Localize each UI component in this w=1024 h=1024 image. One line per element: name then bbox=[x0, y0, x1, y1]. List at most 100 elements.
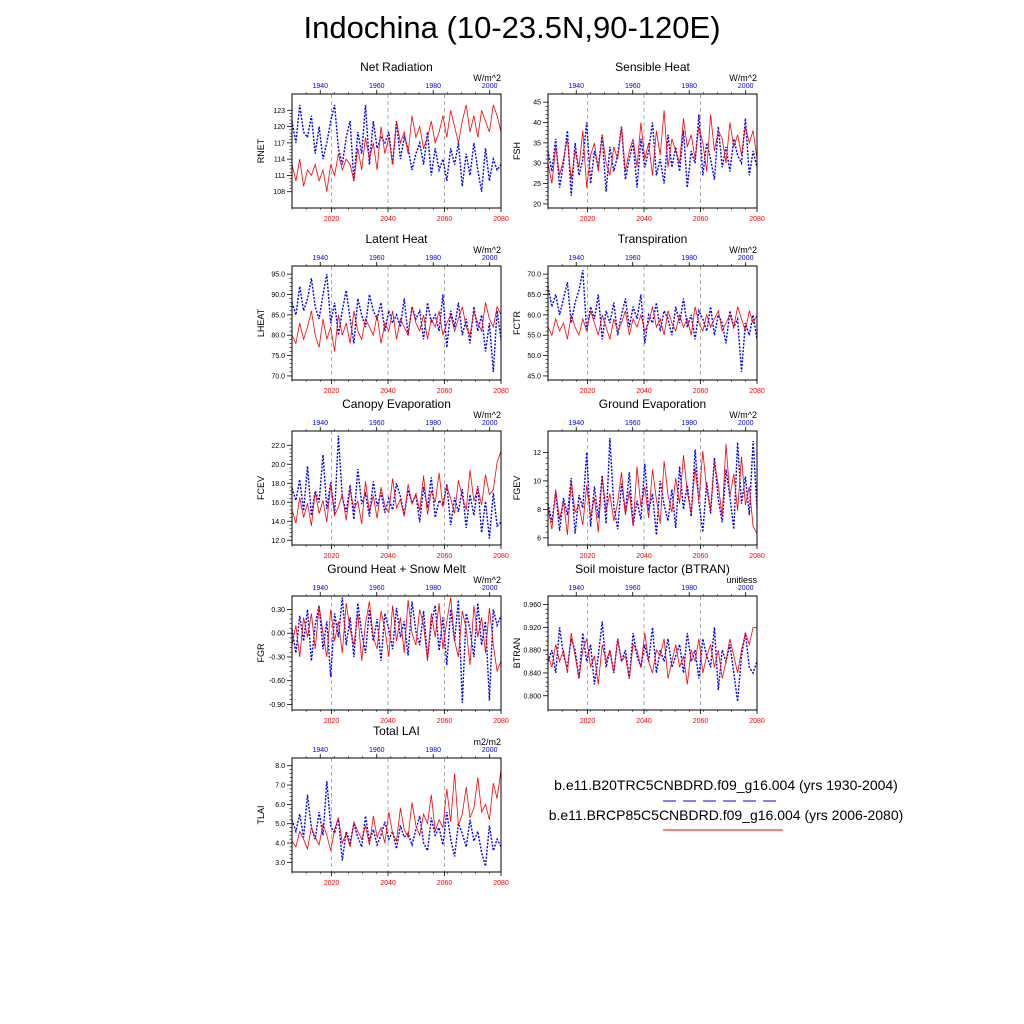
bottom-tick-label: 2020 bbox=[580, 216, 596, 223]
y-tick-label: 8.0 bbox=[275, 763, 285, 770]
y-tick-label: 22.0 bbox=[271, 443, 285, 450]
bottom-tick-label: 2080 bbox=[493, 388, 509, 395]
bottom-tick-label: 2020 bbox=[324, 216, 340, 223]
y-tick-label: 0.840 bbox=[523, 670, 541, 677]
bottom-tick-label: 2060 bbox=[437, 388, 453, 395]
y-tick-label: 75.0 bbox=[271, 353, 285, 360]
y-axis-label: FGR bbox=[256, 643, 266, 662]
y-tick-label: -0.60 bbox=[269, 678, 285, 685]
top-tick-label: 1960 bbox=[369, 420, 385, 427]
bottom-tick-label: 2060 bbox=[437, 216, 453, 223]
top-tick-label: 1940 bbox=[312, 420, 328, 427]
y-axis-label: BTRAN bbox=[512, 638, 522, 669]
page-title: Indochina (10-23.5N,90-120E) bbox=[303, 10, 721, 45]
bottom-tick-label: 2040 bbox=[636, 553, 652, 560]
chart-title: Latent Heat bbox=[365, 232, 428, 246]
plot-frame bbox=[547, 430, 758, 546]
top-tick-label: 1960 bbox=[369, 747, 385, 754]
y-tick-label: 120 bbox=[273, 124, 285, 131]
y-tick-label: 40 bbox=[533, 120, 541, 127]
series-line-historical bbox=[291, 435, 502, 539]
top-tick-label: 1940 bbox=[312, 83, 328, 90]
series-line-historical bbox=[547, 269, 758, 372]
bottom-tick-label: 2060 bbox=[693, 216, 709, 223]
top-tick-label: 2000 bbox=[738, 420, 754, 427]
top-tick-label: 1940 bbox=[312, 747, 328, 754]
y-tick-label: 55.0 bbox=[527, 333, 541, 340]
plot-frame bbox=[547, 595, 758, 711]
y-tick-label: 0.800 bbox=[523, 693, 541, 700]
y-axis-label: FCTR bbox=[512, 311, 522, 335]
bottom-tick-label: 2020 bbox=[324, 388, 340, 395]
y-tick-label: -0.90 bbox=[269, 702, 285, 709]
y-tick-label: 108 bbox=[273, 189, 285, 196]
top-tick-label: 1980 bbox=[425, 255, 441, 262]
top-tick-label: 1940 bbox=[312, 255, 328, 262]
chart-title: Sensible Heat bbox=[615, 60, 690, 74]
bottom-tick-label: 2060 bbox=[437, 718, 453, 725]
y-tick-label: 114 bbox=[274, 157, 285, 164]
y-tick-label: 50.0 bbox=[527, 353, 541, 360]
y-tick-label: 70.0 bbox=[527, 272, 541, 279]
y-tick-label: 18.0 bbox=[271, 481, 285, 488]
y-tick-label: 65.0 bbox=[527, 292, 541, 299]
series-line-historical bbox=[291, 597, 502, 703]
y-tick-label: 90.0 bbox=[271, 292, 285, 299]
bottom-tick-label: 2040 bbox=[636, 718, 652, 725]
top-tick-label: 1940 bbox=[568, 585, 584, 592]
bottom-tick-label: 2080 bbox=[749, 553, 765, 560]
chart-panel-fgev: Ground Evaporation W/m^2 6 8 10 12 FGEV 2020 204… bbox=[512, 397, 765, 560]
top-tick-label: 1960 bbox=[369, 585, 385, 592]
top-tick-label: 2000 bbox=[482, 747, 498, 754]
top-tick-label: 1980 bbox=[681, 420, 697, 427]
y-tick-label: 14.0 bbox=[271, 519, 285, 526]
series-line-future bbox=[291, 597, 502, 673]
y-tick-label: 8 bbox=[537, 507, 541, 514]
y-tick-label: 3.0 bbox=[275, 860, 285, 867]
units-label: m2/m2 bbox=[473, 737, 501, 747]
y-axis-label: FSH bbox=[512, 142, 522, 160]
units-label: W/m^2 bbox=[729, 410, 757, 420]
bottom-tick-label: 2020 bbox=[580, 553, 596, 560]
y-tick-label: 20.0 bbox=[271, 462, 285, 469]
y-tick-label: 6.0 bbox=[275, 802, 285, 809]
top-tick-label: 2000 bbox=[738, 585, 754, 592]
series-line-historical bbox=[547, 438, 758, 536]
y-axis-label: RNET bbox=[256, 138, 266, 163]
y-tick-label: 20 bbox=[533, 201, 541, 208]
y-axis-label: FCEV bbox=[256, 476, 266, 500]
top-tick-label: 2000 bbox=[738, 255, 754, 262]
units-label: unitless bbox=[726, 575, 757, 585]
bottom-tick-label: 2060 bbox=[693, 388, 709, 395]
y-tick-label: 45.0 bbox=[527, 373, 541, 380]
bottom-tick-label: 2040 bbox=[380, 216, 396, 223]
bottom-tick-label: 2080 bbox=[749, 718, 765, 725]
plot-frame bbox=[291, 757, 502, 873]
bottom-tick-label: 2020 bbox=[324, 880, 340, 887]
y-tick-label: 60.0 bbox=[527, 312, 541, 319]
y-tick-label: 30 bbox=[533, 161, 541, 168]
bottom-tick-label: 2060 bbox=[437, 880, 453, 887]
y-tick-label: -0.30 bbox=[269, 654, 285, 661]
top-tick-label: 1960 bbox=[369, 255, 385, 262]
series-line-historical bbox=[291, 273, 502, 372]
top-tick-label: 1980 bbox=[425, 420, 441, 427]
y-tick-label: 6 bbox=[537, 535, 541, 542]
top-tick-label: 1940 bbox=[568, 255, 584, 262]
top-tick-label: 1940 bbox=[568, 420, 584, 427]
plot-frame bbox=[291, 430, 502, 546]
y-tick-label: 7.0 bbox=[275, 783, 285, 790]
chart-panel-fgr: Ground Heat + Snow Melt W/m^2 -0.90 -0.60 -0… bbox=[256, 562, 509, 725]
y-tick-label: 16.0 bbox=[271, 500, 285, 507]
bottom-tick-label: 2080 bbox=[749, 216, 765, 223]
top-tick-label: 1980 bbox=[681, 585, 697, 592]
top-tick-label: 1960 bbox=[625, 585, 641, 592]
chart-panel-btran: Soil moisture factor (BTRAN)unitless 0.80… bbox=[512, 562, 765, 725]
top-tick-label: 2000 bbox=[738, 83, 754, 90]
bottom-tick-label: 2040 bbox=[636, 388, 652, 395]
units-label: W/m^2 bbox=[473, 575, 501, 585]
units-label: W/m^2 bbox=[473, 410, 501, 420]
top-tick-label: 2000 bbox=[482, 83, 498, 90]
y-tick-label: 117 bbox=[274, 140, 285, 147]
